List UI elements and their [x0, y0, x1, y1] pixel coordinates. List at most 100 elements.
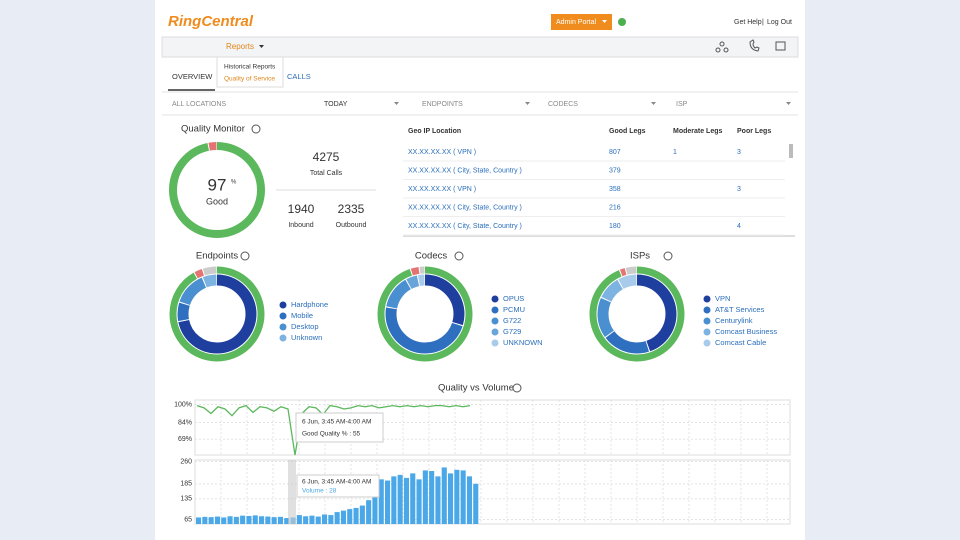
scrollbar[interactable] — [789, 144, 793, 158]
legend-dot — [491, 295, 499, 303]
filter[interactable]: ENDPOINTS — [422, 101, 463, 108]
ring-segment — [597, 274, 677, 354]
hover-band — [288, 460, 296, 524]
cell: 1 — [673, 149, 677, 156]
volume-bar — [214, 516, 220, 524]
volume-bar — [240, 515, 246, 524]
volume-bar — [296, 515, 302, 524]
nav-bar — [161, 36, 799, 58]
reports-menu[interactable]: Reports — [226, 42, 254, 51]
volume-bar — [410, 473, 416, 524]
logo: RingCentral — [168, 13, 254, 30]
volume-bar — [284, 518, 290, 524]
section-title: Quality Monitor — [181, 124, 245, 135]
legend-dot — [703, 328, 711, 336]
cell: 4 — [737, 223, 741, 230]
volume-plot — [194, 459, 791, 525]
column-header: Poor Legs — [737, 128, 771, 135]
cell: 180 — [609, 223, 621, 230]
y-tick-label: 185 — [180, 481, 192, 488]
tab[interactable]: CALLS — [287, 72, 311, 81]
column-header: Moderate Legs — [673, 128, 723, 135]
legend-dot — [491, 339, 499, 347]
chart-title: Quality vs Volume — [438, 383, 514, 394]
ring-segment — [177, 274, 257, 354]
help-link[interactable]: Get Help — [734, 19, 762, 26]
volume-bar — [448, 473, 454, 524]
menu-item[interactable]: Quality of Service — [224, 76, 275, 83]
cell: XX.XX.XX.XX ( City, State, Country ) — [408, 167, 522, 174]
quality-label: Good — [206, 196, 228, 206]
caret — [602, 20, 607, 23]
legend-label: Unknown — [291, 333, 322, 342]
legend-dot — [279, 301, 287, 309]
column-header: Geo IP Location — [408, 128, 461, 135]
filter[interactable]: TODAY — [324, 101, 348, 108]
cell: 358 — [609, 186, 621, 193]
volume-bar — [227, 516, 233, 524]
ring-segment — [597, 274, 677, 354]
volume-bar — [233, 516, 239, 524]
tooltip-time: 6 Jun, 3:45 AM-4:00 AM — [302, 479, 371, 486]
outbound: 2335 — [338, 202, 365, 216]
volume-bar — [259, 516, 265, 524]
info-icon[interactable] — [663, 251, 673, 261]
dropdown — [216, 56, 284, 88]
y-tick-label: 100% — [174, 401, 192, 408]
volume-bar — [221, 517, 227, 524]
filter[interactable]: ALL LOCATIONS — [172, 101, 226, 108]
volume-bar — [196, 517, 202, 524]
volume-bar — [246, 515, 252, 524]
ring-segment — [377, 266, 473, 362]
tooltip-quality: Good Quality % : 55 — [302, 431, 361, 438]
filter[interactable]: CODECS — [548, 101, 578, 108]
volume-bar — [466, 476, 472, 524]
outbound-label: Outbound — [336, 222, 367, 229]
volume-bar — [208, 517, 214, 524]
section-title: Endpoints — [196, 251, 239, 262]
ring-segment — [385, 274, 465, 354]
cell: 379 — [609, 167, 621, 174]
logout-link[interactable]: Log Out — [767, 19, 792, 26]
info-icon[interactable] — [454, 251, 464, 261]
legend-label: VPN — [715, 294, 730, 303]
volume-bar — [265, 516, 271, 524]
volume-bar — [366, 500, 372, 524]
legend-dot — [491, 328, 499, 336]
volume-bar — [385, 480, 391, 524]
y-tick-label: 84% — [178, 419, 192, 426]
ring-segment — [597, 274, 677, 354]
tooltip — [296, 474, 380, 498]
volume-bar — [454, 469, 460, 524]
menu-item[interactable]: Historical Reports — [224, 64, 276, 71]
legend-dot — [279, 323, 287, 331]
y-tick-label: 135 — [180, 496, 192, 503]
tab[interactable]: OVERVIEW — [172, 72, 213, 81]
cell: 216 — [609, 204, 621, 211]
quality-unit: % — [231, 180, 237, 186]
caret — [259, 45, 264, 48]
volume-bar — [340, 510, 346, 524]
legend-label: G722 — [503, 316, 521, 325]
section-title: Codecs — [415, 251, 447, 262]
admin-button[interactable] — [551, 14, 612, 30]
volume-bar — [315, 516, 321, 524]
cell: 807 — [609, 149, 621, 156]
filter[interactable]: ISP — [676, 101, 688, 108]
volume-bar — [271, 517, 277, 524]
nav-icons[interactable] — [715, 39, 786, 53]
filter-carets — [394, 102, 791, 105]
legend-label: OPUS — [503, 294, 524, 303]
volume-bar — [422, 470, 428, 524]
info-icon[interactable] — [251, 124, 261, 134]
info-icon[interactable] — [512, 383, 522, 393]
legend-label: Comcast Business — [715, 327, 777, 336]
admin-label[interactable]: Admin Portal — [556, 19, 597, 26]
legend-dot — [703, 317, 711, 325]
volume-bar — [334, 512, 340, 524]
info-icon[interactable] — [240, 251, 250, 261]
volume-bar — [322, 514, 328, 524]
sep: | — [762, 19, 764, 26]
legend-dot — [703, 295, 711, 303]
